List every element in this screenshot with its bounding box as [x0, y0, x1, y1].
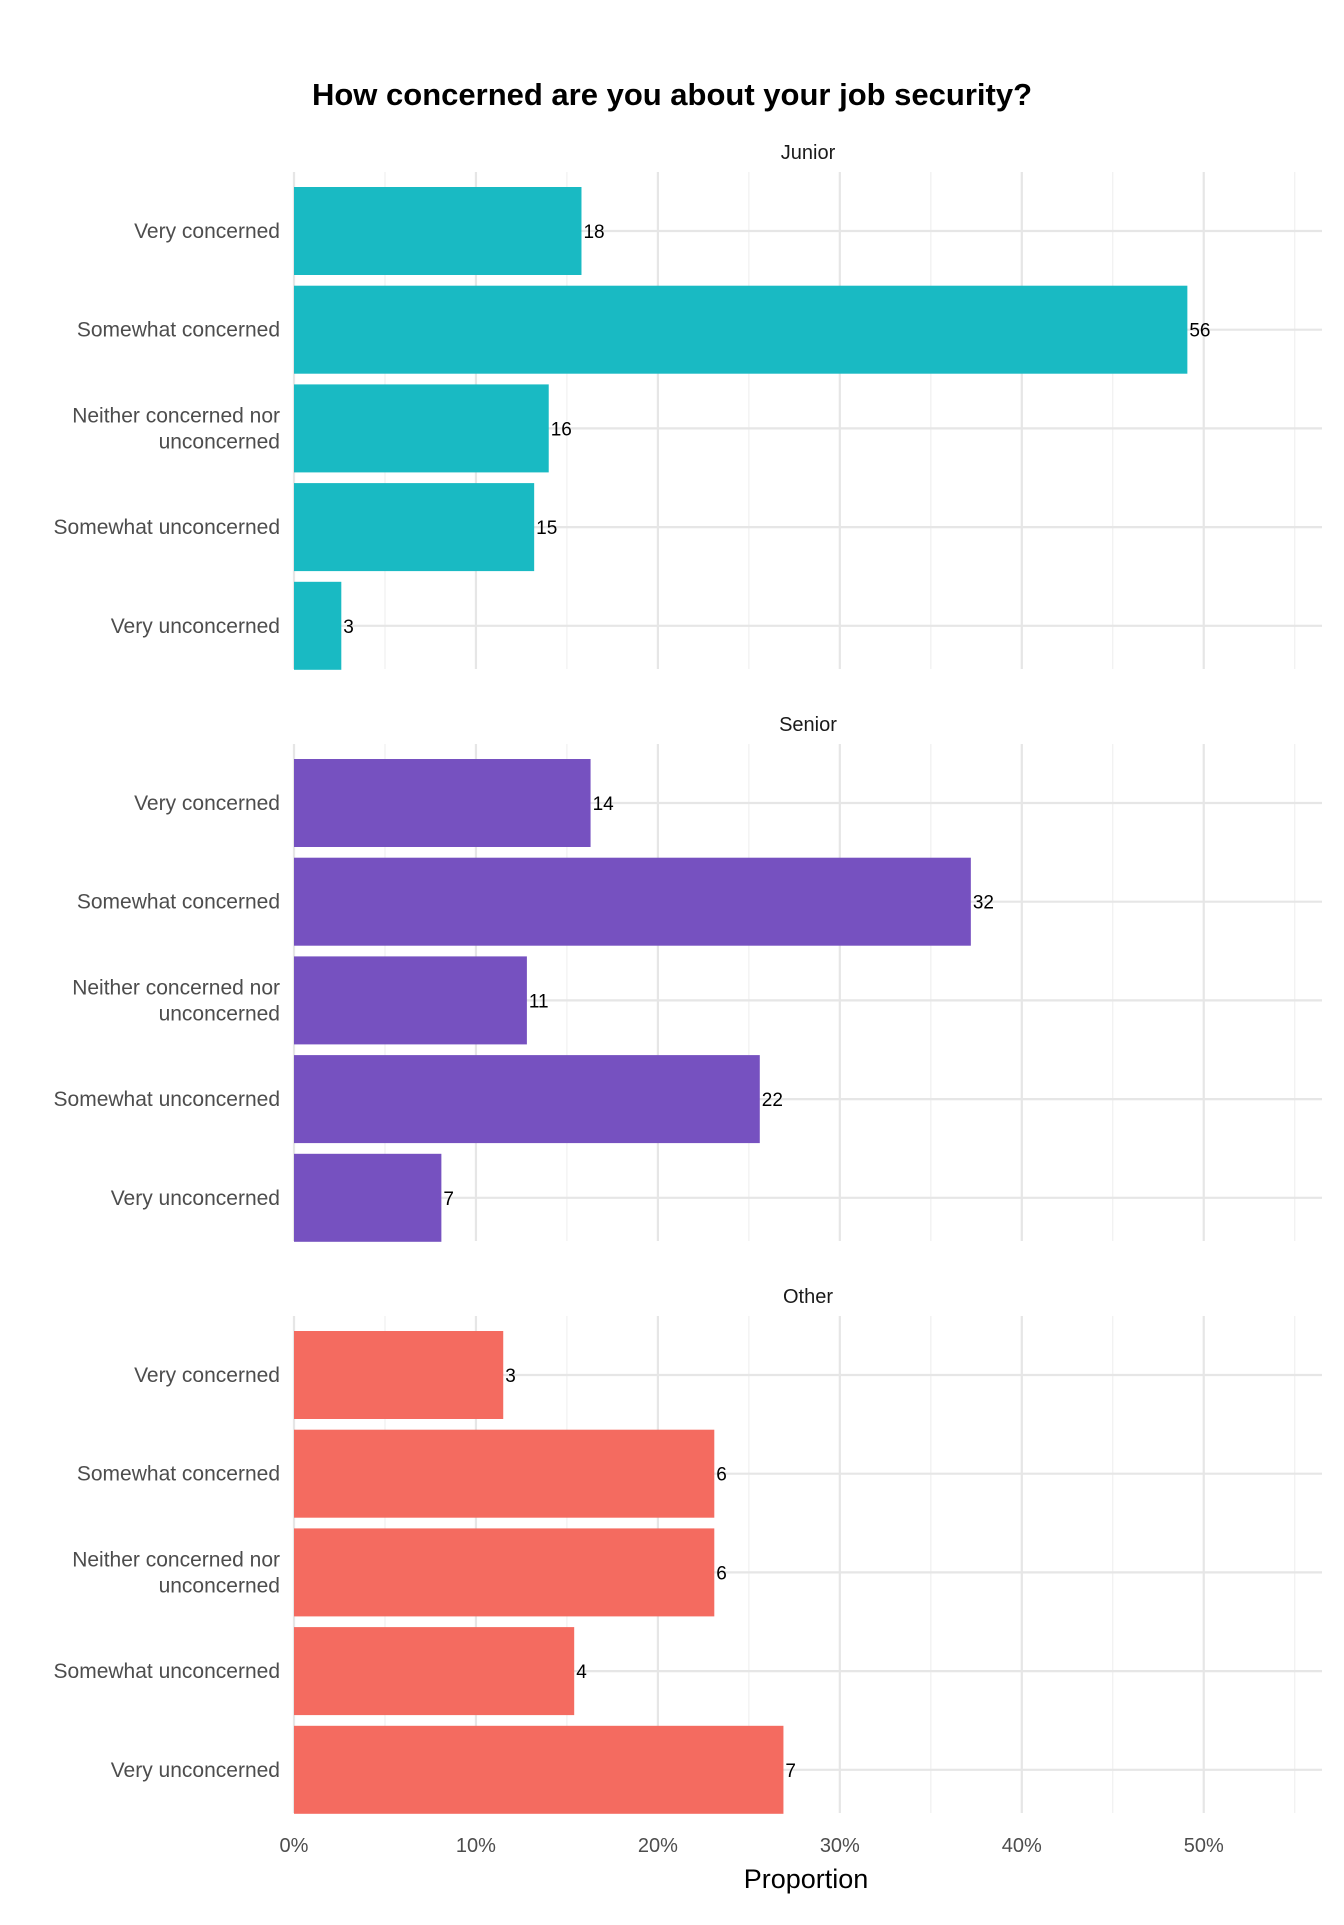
value-label: 3 [505, 1366, 516, 1387]
category-label: Neither concerned nor unconcerned [72, 1548, 280, 1597]
value-label: 6 [716, 1465, 727, 1486]
facet-panels: Junior 18 Very concerned 56 Somewhat concern… [54, 142, 1322, 1814]
category-label-line: Very concerned [134, 220, 280, 243]
chart-title: How concerned are you about your job sec… [312, 77, 1032, 112]
bar-junior-neither-concerned-nor-unconcerned [294, 384, 549, 473]
category-label-line: Very unconcerned [111, 615, 280, 638]
category-label-line: Somewhat concerned [77, 319, 280, 342]
value-label: 7 [443, 1189, 454, 1210]
bar-other-neither-concerned-nor-unconcerned [294, 1528, 715, 1617]
category-label-line: Somewhat unconcerned [54, 516, 280, 539]
category-label: Somewhat concerned [77, 891, 280, 914]
value-label: 3 [343, 617, 354, 638]
category-label-line: Neither concerned nor [72, 1548, 280, 1571]
x-axis: 0% 10% 20% 30% 40% 50% [280, 1835, 1224, 1857]
category-label: Somewhat concerned [77, 1463, 280, 1486]
category-label-line: Somewhat concerned [77, 1463, 280, 1486]
category-label-line: Neither concerned nor [72, 976, 280, 999]
value-label: 11 [529, 991, 549, 1012]
bar-other-somewhat-unconcerned [294, 1627, 575, 1716]
value-label: 16 [551, 419, 572, 440]
x-tick-label: 0% [280, 1835, 309, 1857]
facet-panel-senior: Senior 14 Very concerned 32 Somewhat concern… [54, 714, 1322, 1242]
category-label: Very unconcerned [111, 615, 280, 638]
category-label-line: Somewhat concerned [77, 891, 280, 914]
bar-senior-somewhat-unconcerned [294, 1055, 760, 1144]
facet-panel-other: Other 3 Very concerned 6 Somewhat concerned 6… [54, 1286, 1322, 1814]
bar-junior-very-concerned [294, 187, 582, 275]
facet-label-other: Other [783, 1286, 833, 1308]
category-label-line: unconcerned [159, 1002, 280, 1025]
bar-junior-very-unconcerned [294, 581, 342, 670]
value-label: 7 [785, 1761, 796, 1782]
bar-senior-very-unconcerned [294, 1153, 442, 1242]
bar-junior-somewhat-unconcerned [294, 483, 535, 572]
bar-senior-somewhat-concerned [294, 857, 971, 946]
x-tick-label: 10% [456, 1835, 496, 1857]
bar-senior-very-concerned [294, 759, 591, 847]
value-label: 15 [536, 518, 557, 539]
value-label: 14 [593, 794, 615, 815]
category-label: Very concerned [134, 1364, 280, 1387]
x-axis-title: Proportion [744, 1864, 869, 1894]
x-tick-label: 40% [1002, 1835, 1042, 1857]
category-label-line: unconcerned [159, 430, 280, 453]
category-label: Very concerned [134, 792, 280, 815]
value-label: 4 [576, 1662, 587, 1683]
facet-panel-junior: Junior 18 Very concerned 56 Somewhat concern… [54, 142, 1322, 670]
category-label: Somewhat unconcerned [54, 1088, 280, 1111]
x-tick-label: 30% [820, 1835, 860, 1857]
category-label-line: Somewhat unconcerned [54, 1088, 280, 1111]
category-label-line: unconcerned [159, 1574, 280, 1597]
value-label: 22 [762, 1090, 783, 1111]
category-label: Very unconcerned [111, 1187, 280, 1210]
category-label: Somewhat concerned [77, 319, 280, 342]
category-label: Very concerned [134, 220, 280, 243]
category-label-line: Very unconcerned [111, 1187, 280, 1210]
bar-senior-neither-concerned-nor-unconcerned [294, 956, 527, 1045]
category-label-line: Neither concerned nor [72, 404, 280, 427]
category-label: Neither concerned nor unconcerned [72, 976, 280, 1025]
category-label: Neither concerned nor unconcerned [72, 404, 280, 453]
bar-other-very-concerned [294, 1331, 504, 1419]
category-label-line: Somewhat unconcerned [54, 1660, 280, 1683]
category-label-line: Very concerned [134, 792, 280, 815]
facet-label-senior: Senior [779, 714, 837, 736]
value-label: 6 [716, 1563, 727, 1584]
bar-other-somewhat-concerned [294, 1429, 715, 1518]
value-label: 56 [1189, 321, 1210, 342]
value-label: 18 [583, 222, 604, 243]
bar-junior-somewhat-concerned [294, 285, 1188, 374]
bar-other-very-unconcerned [294, 1725, 784, 1814]
category-label: Somewhat unconcerned [54, 1660, 280, 1683]
x-tick-label: 50% [1184, 1835, 1224, 1857]
value-label: 32 [973, 893, 994, 914]
category-label-line: Very concerned [134, 1364, 280, 1387]
category-label: Somewhat unconcerned [54, 516, 280, 539]
facet-label-junior: Junior [781, 142, 836, 164]
category-label: Very unconcerned [111, 1759, 280, 1782]
category-label-line: Very unconcerned [111, 1759, 280, 1782]
x-tick-label: 20% [638, 1835, 678, 1857]
